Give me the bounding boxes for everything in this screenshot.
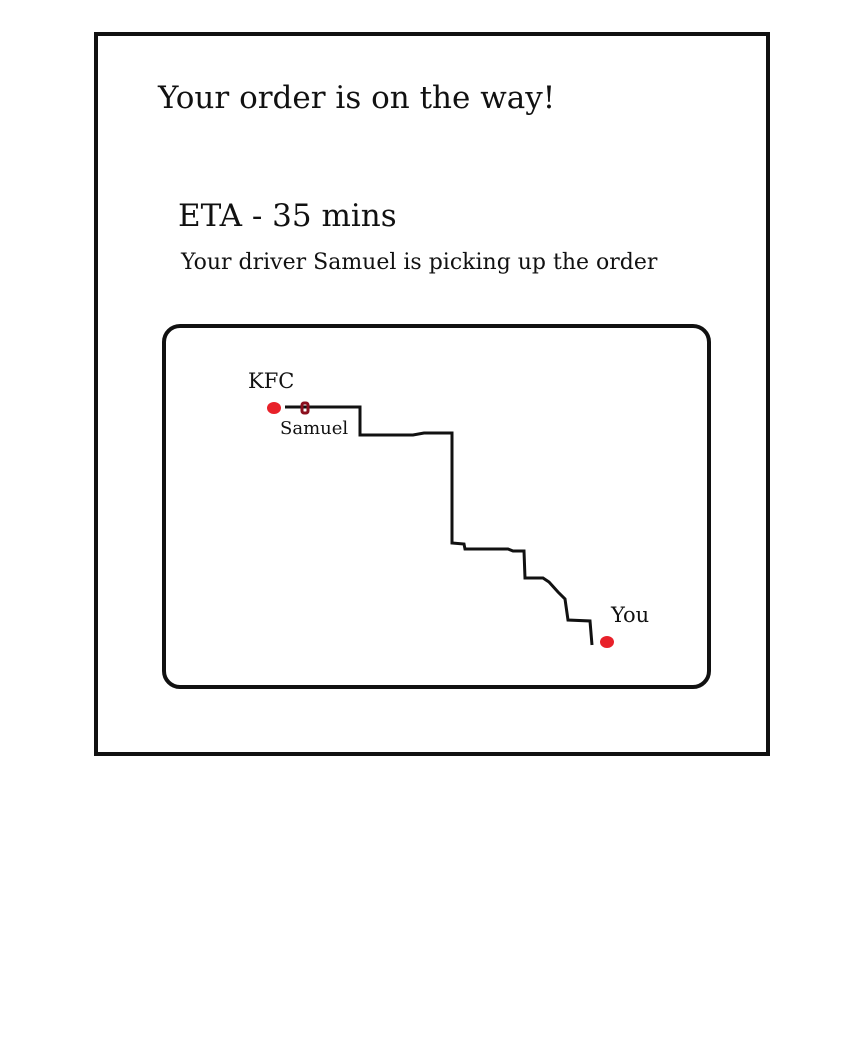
route-map[interactable] (162, 324, 711, 689)
driver-status-text: Your driver Samuel is picking up the ord… (181, 250, 658, 275)
order-tracking-panel (94, 32, 770, 756)
page-title: Your order is on the way! (158, 80, 556, 116)
eta-text: ETA - 35 mins (178, 198, 397, 234)
driver-label: Samuel (280, 418, 349, 439)
destination-label: You (611, 603, 650, 627)
restaurant-label: KFC (248, 369, 295, 393)
